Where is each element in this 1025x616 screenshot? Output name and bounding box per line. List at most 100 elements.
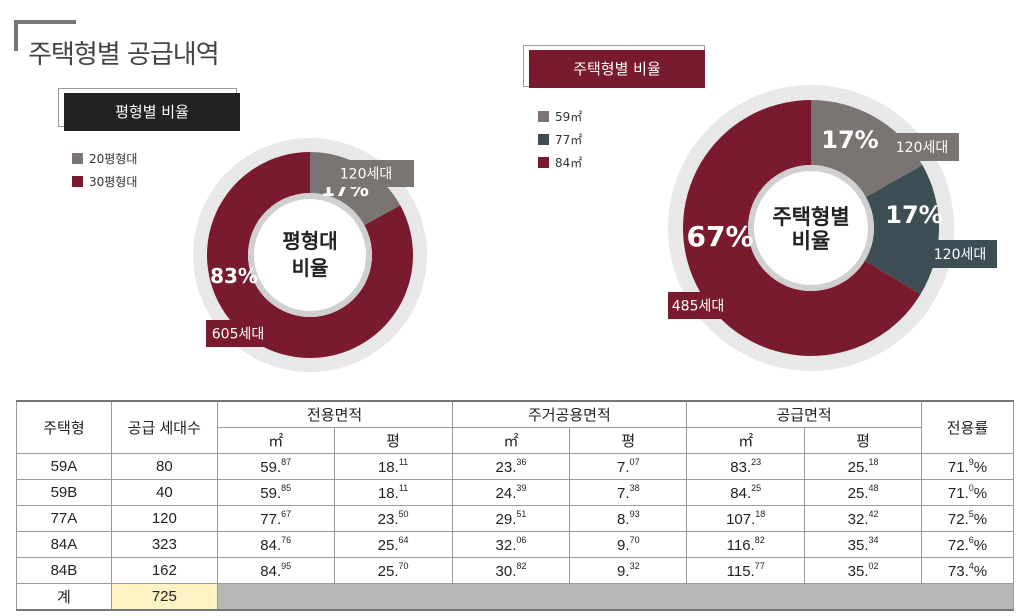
legend-pyeong: 20평형대 30평형대: [72, 147, 137, 193]
cell-residential-sqm: 32.06: [451, 531, 571, 558]
chart-title-type: 주택형별 비율: [529, 50, 705, 88]
header-exclusive-area: 전용면적: [216, 400, 453, 428]
cell-supply-pyeong: 25.48: [804, 479, 923, 506]
donut-slice: [207, 152, 413, 358]
donut-center: [254, 199, 366, 311]
donut-center-label: 비율: [792, 229, 831, 253]
table-total-row: 계 725: [16, 583, 1015, 611]
donut-units-badge: [923, 240, 997, 268]
cell-residential-pyeong: 7.07: [569, 453, 688, 480]
supply-table: 주택형 공급 세대수 전용면적 주거공용면적 공급면적 전용률 ㎡ 평 ㎡ 평 …: [16, 400, 1015, 611]
donut-center: [754, 171, 868, 285]
donut-units-badge: [318, 160, 414, 187]
cell-supply-pyeong: 35.02: [804, 557, 923, 584]
cell-residential-sqm: 29.51: [451, 505, 571, 532]
chart-title-pyeong: 평형별 비율: [64, 93, 240, 131]
header-residential-common-area: 주거공용면적: [451, 400, 688, 428]
legend-label: 84㎡: [555, 156, 583, 170]
header-type: 주택형: [16, 400, 112, 454]
cell-exclusive-pyeong: 18.11: [333, 479, 453, 506]
donut-units-label: 120세대: [340, 167, 392, 183]
cell-type: 59A: [16, 453, 112, 480]
table-row: 59A 80 59.87 18.11 23.36 7.07 83.23 25.18 71.9%: [16, 453, 1014, 480]
cell-supply-pyeong: 25.18: [804, 453, 923, 480]
legend-item: 84㎡: [538, 151, 582, 174]
cell-supply-sqm: 107.18: [686, 505, 806, 532]
legend-label: 77㎡: [555, 133, 583, 147]
cell-supply-pyeong: 32.42: [804, 505, 923, 532]
cell-exclusive-pyeong: 18.11: [333, 453, 453, 480]
title-corner-decoration: [14, 20, 76, 51]
cell-residential-pyeong: 7.38: [569, 479, 688, 506]
cell-exclusive-sqm: 84.95: [216, 557, 335, 584]
cell-exclusive-sqm: 84.76: [216, 531, 335, 558]
cell-residential-sqm: 30.82: [451, 557, 571, 584]
cell-residential-pyeong: 8.93: [569, 505, 688, 532]
legend-swatch: [538, 134, 549, 145]
donut-percent-label: 17%: [885, 201, 942, 229]
cell-exclusive-sqm: 59.87: [216, 453, 335, 480]
donut-slice: [864, 165, 939, 295]
cell-supply-sqm: 115.77: [686, 557, 806, 584]
cell-households: 80: [110, 453, 218, 480]
cell-total-label: 계: [16, 583, 112, 611]
cell-exclusive-ratio: 73.4%: [921, 557, 1014, 584]
legend-item: 77㎡: [538, 128, 582, 151]
table-row: 84B 162 84.95 25.70 30.82 9.32 115.77 35.02 73.4…: [16, 557, 1014, 584]
donut-units-label: 605세대: [212, 327, 264, 343]
cell-total-empty: [216, 583, 1015, 611]
cell-exclusive-pyeong: 25.64: [333, 531, 453, 558]
cell-exclusive-ratio: 72.5%: [921, 505, 1014, 532]
cell-households: 40: [110, 479, 218, 506]
cell-residential-sqm: 24.39: [451, 479, 571, 506]
cell-exclusive-sqm: 77.67: [216, 505, 335, 532]
legend-item: 59㎡: [538, 105, 582, 128]
donut-slice: [811, 100, 923, 198]
header-exclusive-ratio: 전용률: [921, 400, 1014, 454]
header-households: 공급 세대수: [110, 400, 218, 454]
legend-label: 30평형대: [89, 175, 138, 189]
header-unit-pyeong: 평: [569, 427, 688, 454]
table-row: 77A 120 77.67 23.50 29.51 8.93 107.18 32.42 72.5…: [16, 505, 1014, 532]
donut-percent-label: 83%: [210, 264, 258, 288]
cell-exclusive-pyeong: 25.70: [333, 557, 453, 584]
cell-type: 84A: [16, 531, 112, 558]
header-unit-pyeong: 평: [333, 427, 453, 454]
donut-units-label: 120세대: [934, 247, 986, 263]
donut-units-label: 485세대: [672, 299, 724, 315]
cell-supply-pyeong: 35.34: [804, 531, 923, 558]
header-unit-sqm: ㎡: [451, 427, 571, 454]
donut-center-label: 평형대: [282, 229, 337, 253]
cell-households: 120: [110, 505, 218, 532]
legend-label: 20평형대: [89, 152, 138, 166]
legend-item: 30평형대: [72, 170, 137, 193]
donut-center-label: 주택형별: [772, 205, 849, 229]
donut-units-badge: [206, 320, 270, 347]
cell-supply-sqm: 84.25: [686, 479, 806, 506]
donut-units-label: 120세대: [896, 140, 948, 156]
legend-swatch: [72, 176, 83, 187]
donut-units-badge: [668, 292, 728, 319]
cell-type: 77A: [16, 505, 112, 532]
cell-residential-pyeong: 9.32: [569, 557, 688, 584]
cell-exclusive-ratio: 72.6%: [921, 531, 1014, 558]
legend-swatch: [538, 111, 549, 122]
legend-item: 20평형대: [72, 147, 137, 170]
cell-type: 84B: [16, 557, 112, 584]
page-title: 주택형별 공급내역: [28, 40, 220, 70]
cell-residential-pyeong: 9.70: [569, 531, 688, 558]
cell-exclusive-ratio: 71.0%: [921, 479, 1014, 506]
cell-exclusive-pyeong: 23.50: [333, 505, 453, 532]
legend-swatch: [538, 157, 549, 168]
cell-supply-sqm: 83.23: [686, 453, 806, 480]
cell-exclusive-sqm: 59.85: [216, 479, 335, 506]
cell-type: 59B: [16, 479, 112, 506]
donut-units-badge: [885, 133, 959, 161]
legend-label: 59㎡: [555, 110, 583, 124]
header-unit-sqm: ㎡: [216, 427, 335, 454]
donut-slice: [682, 100, 921, 356]
cell-households: 323: [110, 531, 218, 558]
cell-total-households: 725: [110, 583, 218, 611]
header-unit-pyeong: 평: [804, 427, 923, 454]
